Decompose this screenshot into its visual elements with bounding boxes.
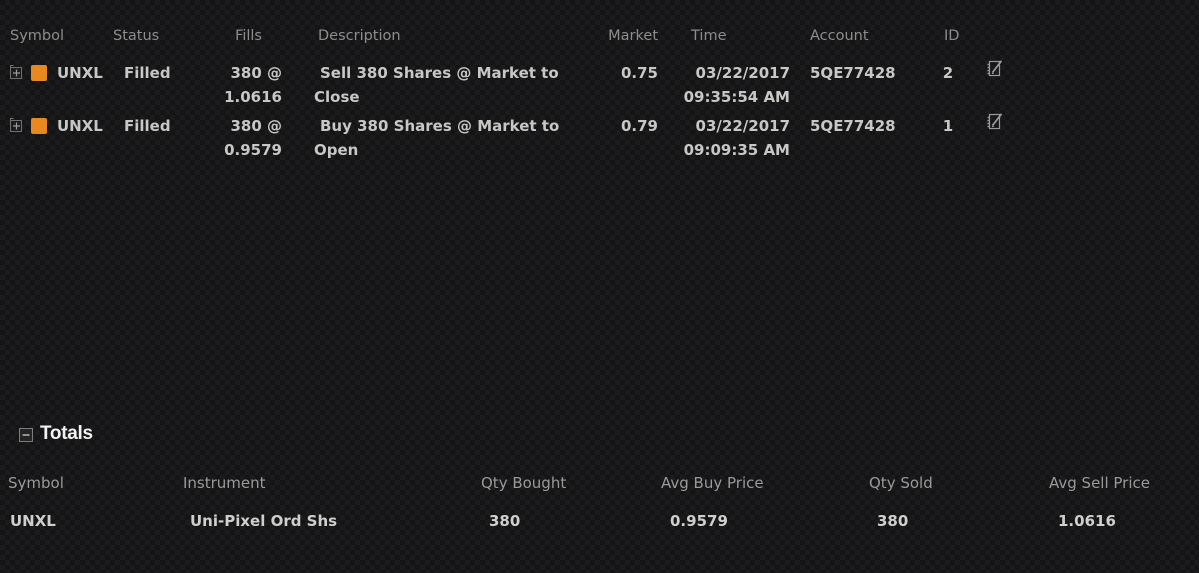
column-header-symbol[interactable]: Symbol bbox=[10, 28, 65, 44]
order-account: 5QE77428 bbox=[810, 117, 896, 135]
order-account: 5QE77428 bbox=[810, 64, 896, 82]
edit-note-icon[interactable] bbox=[985, 58, 1003, 78]
fills-quantity: 380 @ bbox=[230, 117, 282, 135]
column-header-account[interactable]: Account bbox=[810, 28, 869, 44]
order-symbol: UNXL bbox=[57, 64, 103, 82]
totals-column-symbol: Symbol bbox=[8, 474, 64, 492]
expand-row-icon[interactable] bbox=[9, 117, 24, 132]
order-market-price: 0.75 bbox=[620, 64, 658, 82]
order-market-price: 0.79 bbox=[620, 117, 658, 135]
order-description: Sell 380 Shares @ Market to Close bbox=[314, 64, 559, 106]
order-time: 03/22/2017 09:35:54 AM bbox=[650, 61, 790, 109]
order-row[interactable]: UNXL Filled 380 @ 1.0616 Sell 380 Shares… bbox=[0, 60, 1199, 115]
order-clock-time: 09:09:35 AM bbox=[683, 141, 790, 159]
order-description: Buy 380 Shares @ Market to Open bbox=[314, 117, 560, 159]
order-fills: 380 @ 0.9579 bbox=[190, 114, 282, 162]
fills-price: 0.9579 bbox=[224, 141, 282, 159]
totals-column-qty-sold: Qty Sold bbox=[869, 474, 933, 492]
totals-qty-bought: 380 bbox=[489, 512, 521, 530]
edit-note-icon[interactable] bbox=[985, 111, 1003, 131]
order-time: 03/22/2017 09:09:35 AM bbox=[650, 114, 790, 162]
order-id: 2 bbox=[942, 64, 954, 82]
totals-instrument: Uni-Pixel Ord Shs bbox=[190, 512, 338, 530]
fills-quantity: 380 @ bbox=[230, 64, 282, 82]
totals-avg-buy-price: 0.9579 bbox=[670, 512, 728, 530]
order-clock-time: 09:35:54 AM bbox=[683, 88, 790, 106]
order-status-color-tag bbox=[31, 65, 47, 81]
column-header-status[interactable]: Status bbox=[113, 28, 160, 44]
column-header-market[interactable]: Market bbox=[608, 28, 658, 44]
fills-price: 1.0616 bbox=[224, 88, 282, 106]
order-date: 03/22/2017 bbox=[695, 64, 790, 82]
column-header-id[interactable]: ID bbox=[944, 28, 960, 44]
order-row[interactable]: UNXL Filled 380 @ 0.9579 Buy 380 Shares … bbox=[0, 113, 1199, 168]
order-date: 03/22/2017 bbox=[695, 117, 790, 135]
order-id: 1 bbox=[942, 117, 954, 135]
column-header-time[interactable]: Time bbox=[691, 28, 727, 44]
collapse-totals-icon[interactable] bbox=[18, 427, 34, 443]
order-fills: 380 @ 1.0616 bbox=[190, 61, 282, 109]
totals-title: Totals bbox=[40, 423, 93, 444]
expand-row-icon[interactable] bbox=[9, 64, 24, 79]
totals-qty-sold: 380 bbox=[877, 512, 909, 530]
order-status: Filled bbox=[124, 64, 171, 82]
totals-column-instrument: Instrument bbox=[183, 474, 266, 492]
column-header-description[interactable]: Description bbox=[318, 28, 401, 44]
totals-column-avg-sell-price: Avg Sell Price bbox=[1049, 474, 1150, 492]
order-symbol: UNXL bbox=[57, 117, 103, 135]
totals-symbol: UNXL bbox=[10, 512, 56, 530]
totals-column-avg-buy-price: Avg Buy Price bbox=[661, 474, 764, 492]
orders-header-row: Symbol Status Fills Description Market T… bbox=[0, 28, 1199, 46]
order-status-color-tag bbox=[31, 118, 47, 134]
totals-avg-sell-price: 1.0616 bbox=[1058, 512, 1116, 530]
order-status: Filled bbox=[124, 117, 171, 135]
totals-column-qty-bought: Qty Bought bbox=[481, 474, 567, 492]
column-header-fills[interactable]: Fills bbox=[235, 28, 262, 44]
